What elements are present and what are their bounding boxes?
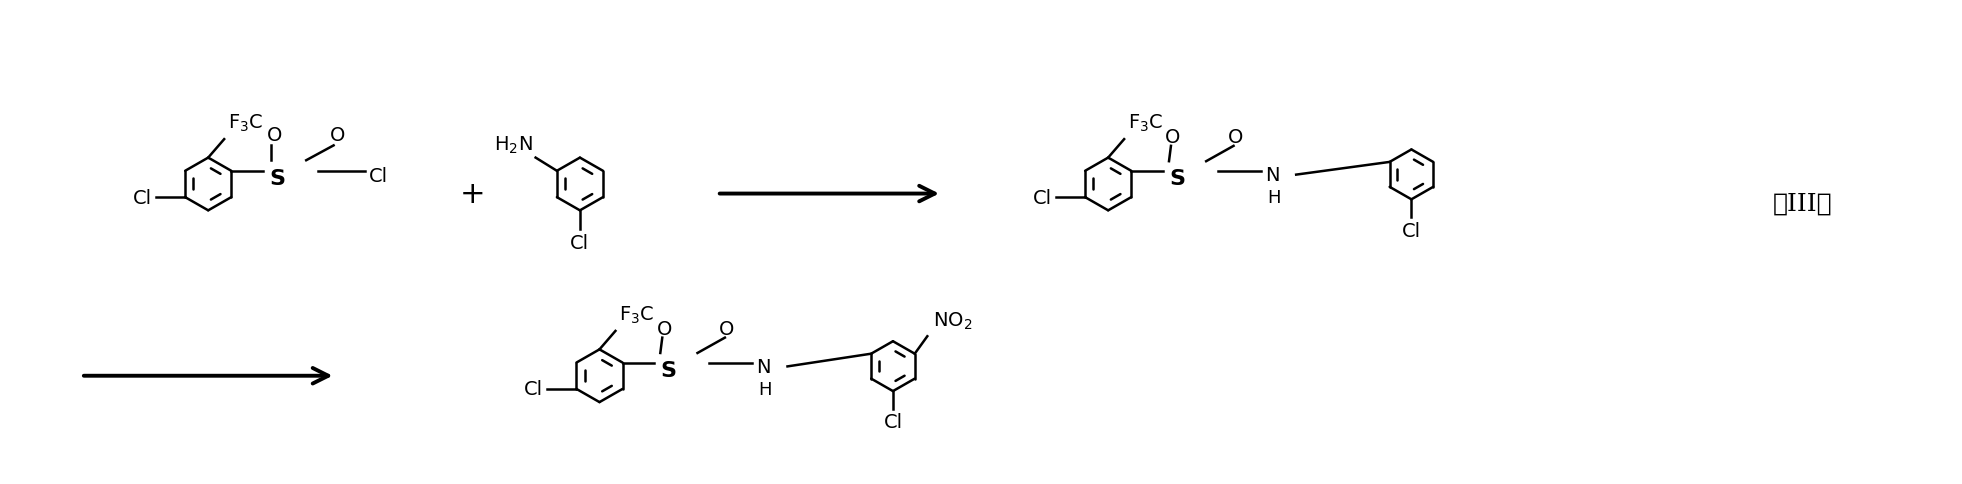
Text: Cl: Cl bbox=[571, 233, 589, 252]
Text: $\mathregular{F_3C}$: $\mathregular{F_3C}$ bbox=[228, 113, 263, 134]
Text: O: O bbox=[267, 126, 283, 145]
Text: $\mathregular{F_3C}$: $\mathregular{F_3C}$ bbox=[1128, 113, 1163, 134]
Text: O: O bbox=[330, 126, 345, 145]
Text: $\mathregular{F_3C}$: $\mathregular{F_3C}$ bbox=[620, 304, 655, 326]
Text: Cl: Cl bbox=[369, 166, 388, 186]
Text: Cl: Cl bbox=[133, 188, 151, 207]
Text: $\mathregular{NO_2}$: $\mathregular{NO_2}$ bbox=[934, 311, 973, 332]
Text: +: + bbox=[459, 180, 485, 209]
Text: O: O bbox=[1165, 127, 1181, 147]
Text: H: H bbox=[757, 380, 771, 398]
Text: Cl: Cl bbox=[1032, 188, 1052, 207]
Text: O: O bbox=[1228, 127, 1244, 147]
Text: Cl: Cl bbox=[883, 412, 903, 431]
Text: S: S bbox=[269, 168, 284, 189]
Text: Cl: Cl bbox=[524, 379, 543, 399]
Text: Cl: Cl bbox=[1403, 221, 1420, 240]
Text: O: O bbox=[720, 319, 734, 338]
Text: S: S bbox=[661, 360, 677, 380]
Text: H: H bbox=[1267, 189, 1281, 207]
Text: N: N bbox=[755, 357, 771, 376]
Text: $\mathregular{H_2N}$: $\mathregular{H_2N}$ bbox=[494, 135, 534, 156]
Text: N: N bbox=[1265, 166, 1279, 185]
Text: O: O bbox=[657, 319, 671, 338]
Text: （III）: （III） bbox=[1774, 192, 1833, 215]
Text: S: S bbox=[1169, 168, 1185, 189]
